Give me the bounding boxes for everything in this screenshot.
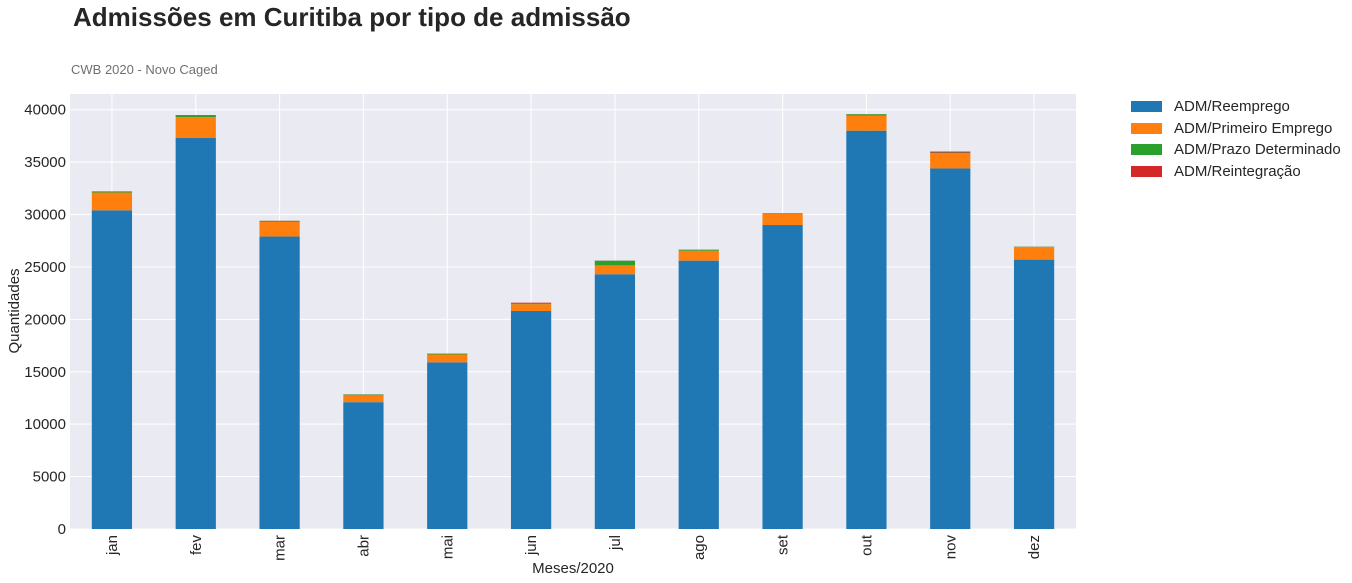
x-tick-label-fev: fev: [188, 535, 205, 556]
bars: [91, 114, 1055, 530]
legend-label: ADM/Primeiro Emprego: [1174, 119, 1333, 137]
bar-ago-adm-reemprego: [678, 260, 719, 529]
bar-nov-adm-reemprego: [930, 168, 971, 529]
y-tick-label: 15000: [24, 364, 66, 381]
x-tick-label-abr: abr: [355, 535, 372, 557]
bar-nov-adm-reintegra-o: [930, 151, 971, 153]
legend-item: ADM/Reemprego: [1131, 96, 1341, 118]
bar-mai-adm-primeiro-emprego: [427, 354, 468, 363]
x-tick-label-mai: mai: [439, 535, 456, 559]
x-tick-label-nov: nov: [942, 535, 959, 560]
bar-ago-adm-prazo-determinado: [678, 249, 719, 251]
x-axis-label: Meses/2020: [532, 560, 614, 577]
legend-label: ADM/Reemprego: [1174, 98, 1290, 116]
bar-jul-adm-primeiro-emprego: [594, 265, 636, 275]
x-tick-label-jun: jun: [523, 535, 540, 556]
bar-fev-adm-reemprego: [175, 138, 216, 529]
y-tick-label: 0: [58, 521, 66, 538]
legend-item: ADM/Reintegração: [1131, 161, 1341, 183]
bar-out-adm-reemprego: [846, 130, 887, 529]
bar-jul-adm-reemprego: [594, 274, 636, 529]
bar-abr-adm-prazo-determinado: [343, 394, 384, 396]
y-tick-label: 30000: [24, 207, 66, 224]
bar-mai-adm-reemprego: [427, 362, 468, 529]
bar-out-adm-primeiro-emprego: [846, 115, 887, 131]
x-tick-labels: jan fev mar abr mai jun jul ago set out nov dez: [104, 534, 1043, 561]
legend-swatch: [1131, 165, 1162, 177]
legend-swatch: [1131, 122, 1162, 134]
x-tick-label-jan: jan: [104, 535, 121, 556]
bar-jun-adm-primeiro-emprego: [510, 304, 552, 311]
legend-label: ADM/Prazo Determinado: [1174, 141, 1341, 159]
bar-dez-adm-primeiro-emprego: [1013, 247, 1055, 260]
y-tick-label: 10000: [24, 416, 66, 433]
bar-dez-adm-reemprego: [1013, 259, 1055, 529]
y-tick-label: 40000: [24, 102, 66, 119]
bar-jul-adm-prazo-determinado: [594, 260, 636, 266]
chart-subtitle: CWB 2020 - Novo Caged: [71, 62, 218, 77]
y-axis-label: Quantidades: [6, 268, 23, 353]
bar-fev-adm-reintegra-o: [175, 115, 216, 117]
x-tick-label-jul: jul: [607, 535, 624, 551]
x-tick-label-dez: dez: [1026, 535, 1043, 559]
bar-mar-adm-prazo-determinado: [259, 220, 300, 222]
bar-jan-adm-primeiro-emprego: [91, 192, 133, 211]
legend-swatch: [1131, 101, 1162, 113]
legend-label: ADM/Reintegração: [1174, 162, 1301, 180]
bar-mai-adm-prazo-determinado: [427, 353, 468, 355]
chart-title: Admissões em Curitiba por tipo de admiss…: [73, 2, 631, 32]
x-tick-label-out: out: [858, 534, 875, 556]
y-tick-label: 5000: [33, 469, 66, 486]
legend-item: ADM/Prazo Determinado: [1131, 139, 1341, 161]
bar-nov-adm-prazo-determinado: [930, 152, 971, 154]
bar-mar-adm-reemprego: [259, 236, 300, 530]
legend: ADM/Reemprego ADM/Primeiro Emprego ADM/Pra…: [1131, 96, 1341, 182]
y-tick-label: 35000: [24, 154, 66, 171]
bar-fev-adm-primeiro-emprego: [175, 117, 216, 139]
x-tick-label-mar: mar: [272, 535, 289, 561]
bar-jan-adm-prazo-determinado: [91, 191, 133, 193]
legend-swatch: [1131, 144, 1162, 156]
bar-set-adm-primeiro-emprego: [762, 213, 803, 226]
legend-item: ADM/Primeiro Emprego: [1131, 118, 1341, 140]
bar-jan-adm-reemprego: [91, 210, 133, 529]
bar-nov-adm-primeiro-emprego: [930, 153, 971, 169]
bar-jun-adm-reemprego: [510, 310, 552, 529]
y-tick-labels: 0 5000 10000 15000 20000 25000 30000 35000 40000: [24, 102, 66, 538]
bar-jun-adm-prazo-determinado: [510, 303, 552, 305]
bar-abr-adm-primeiro-emprego: [343, 395, 384, 403]
bar-abr-adm-reemprego: [343, 402, 384, 529]
bar-set-adm-reemprego: [762, 225, 803, 529]
bar-fev-adm-prazo-determinado: [175, 116, 216, 118]
bar-jun-adm-reintegra-o: [510, 302, 552, 304]
y-tick-label: 20000: [24, 311, 66, 328]
x-tick-label-ago: ago: [691, 535, 708, 560]
plot-area: [70, 94, 1076, 529]
bar-ago-adm-primeiro-emprego: [678, 250, 719, 261]
x-tick-label-set: set: [775, 534, 792, 555]
bar-out-adm-prazo-determinado: [846, 114, 887, 116]
bar-mar-adm-primeiro-emprego: [259, 221, 300, 237]
y-tick-label: 25000: [24, 259, 66, 276]
